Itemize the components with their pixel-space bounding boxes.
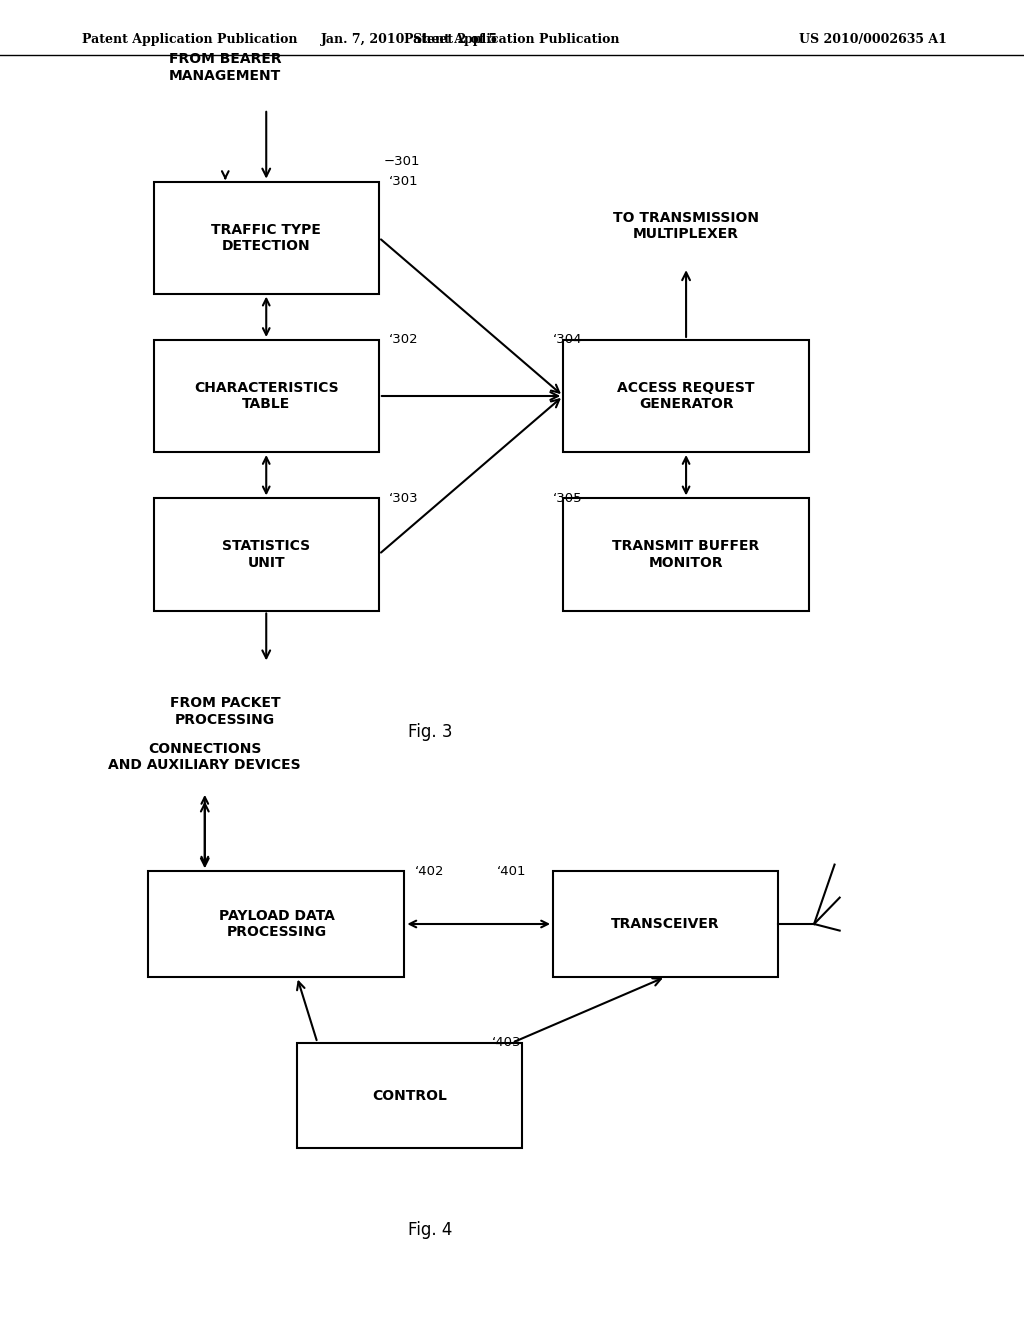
Text: −301: −301 <box>384 156 421 169</box>
Text: ‘301: ‘301 <box>389 176 419 187</box>
Text: TO TRANSMISSION
MULTIPLEXER: TO TRANSMISSION MULTIPLEXER <box>613 211 759 242</box>
Text: Fig. 3: Fig. 3 <box>408 723 453 741</box>
Text: ACCESS REQUEST
GENERATOR: ACCESS REQUEST GENERATOR <box>617 381 755 411</box>
FancyBboxPatch shape <box>154 181 379 294</box>
FancyBboxPatch shape <box>563 341 809 451</box>
Text: Fig. 4: Fig. 4 <box>408 1221 453 1239</box>
Text: ‘401: ‘401 <box>497 865 526 878</box>
Text: Jan. 7, 2010  Sheet 2 of 5: Jan. 7, 2010 Sheet 2 of 5 <box>321 33 499 46</box>
Text: CONNECTIONS
AND AUXILIARY DEVICES: CONNECTIONS AND AUXILIARY DEVICES <box>109 742 301 772</box>
Text: Patent Application Publication: Patent Application Publication <box>404 33 620 46</box>
FancyBboxPatch shape <box>148 871 404 977</box>
Text: TRANSCEIVER: TRANSCEIVER <box>611 917 720 931</box>
Text: Patent Application Publication: Patent Application Publication <box>82 33 297 46</box>
Text: FROM BEARER
MANAGEMENT: FROM BEARER MANAGEMENT <box>169 53 282 83</box>
Text: ‘304: ‘304 <box>553 334 583 346</box>
Text: ‘402: ‘402 <box>415 865 444 878</box>
Text: PAYLOAD DATA
PROCESSING: PAYLOAD DATA PROCESSING <box>218 909 335 939</box>
Text: CHARACTERISTICS
TABLE: CHARACTERISTICS TABLE <box>194 381 339 411</box>
FancyBboxPatch shape <box>297 1043 522 1148</box>
Text: ‘303: ‘303 <box>389 492 419 504</box>
FancyBboxPatch shape <box>563 499 809 610</box>
Text: ‘305: ‘305 <box>553 492 583 504</box>
Text: FROM PACKET
PROCESSING: FROM PACKET PROCESSING <box>170 697 281 726</box>
Text: CONTROL: CONTROL <box>372 1089 447 1102</box>
Text: US 2010/0002635 A1: US 2010/0002635 A1 <box>799 33 946 46</box>
Text: STATISTICS
UNIT: STATISTICS UNIT <box>222 540 310 569</box>
Text: TRAFFIC TYPE
DETECTION: TRAFFIC TYPE DETECTION <box>211 223 322 252</box>
Text: ‘403: ‘403 <box>492 1036 521 1049</box>
Text: TRANSMIT BUFFER
MONITOR: TRANSMIT BUFFER MONITOR <box>612 540 760 569</box>
FancyBboxPatch shape <box>154 499 379 610</box>
Text: ‘302: ‘302 <box>389 334 419 346</box>
FancyBboxPatch shape <box>553 871 778 977</box>
FancyBboxPatch shape <box>154 341 379 451</box>
